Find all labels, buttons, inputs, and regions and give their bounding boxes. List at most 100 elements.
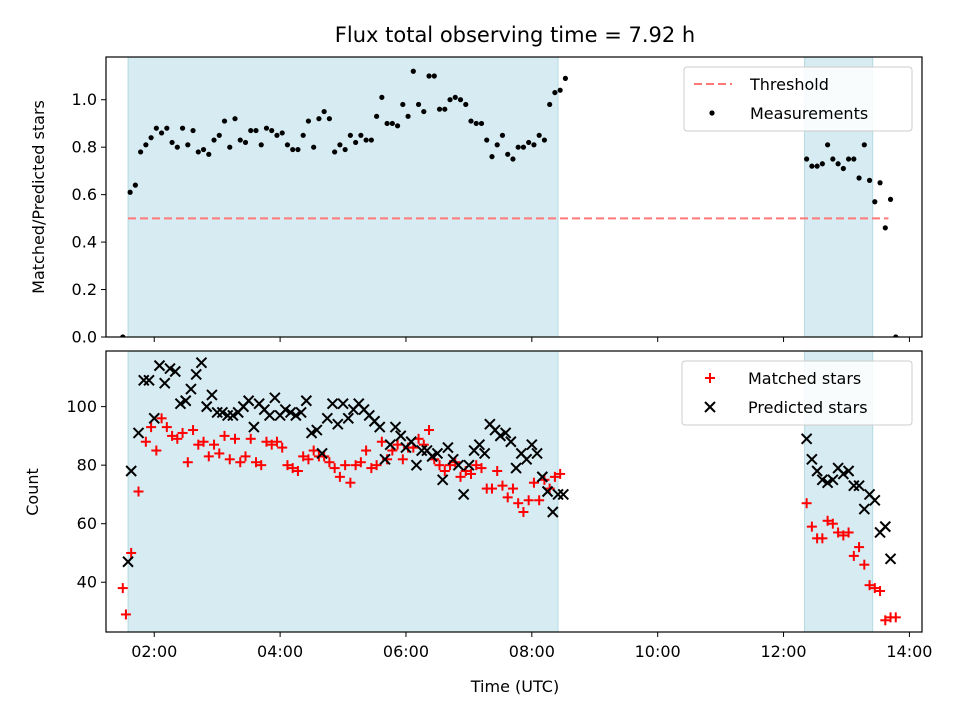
matched-star-point <box>434 460 445 471</box>
matched-star-point <box>156 413 167 424</box>
measurement-point <box>405 113 411 119</box>
measurement-point <box>814 163 820 169</box>
marker-stroke <box>300 395 313 407</box>
x-tick-label: 08:00 <box>509 642 555 661</box>
measurement-point <box>484 137 490 143</box>
marker-stroke <box>321 412 334 425</box>
marker-stroke <box>832 462 844 474</box>
matched-star-point <box>282 460 293 471</box>
marker-stroke <box>410 459 423 471</box>
marker-stroke <box>284 406 297 419</box>
marker-stroke <box>353 397 365 410</box>
measurement-point <box>248 127 254 134</box>
predicted-star-point <box>858 503 871 515</box>
matched-star-point <box>340 460 351 471</box>
measurement-point <box>347 132 353 138</box>
marker-stroke <box>125 465 137 477</box>
top-y-axis-label: Matched/Predicted stars <box>29 100 48 294</box>
matched-star-point <box>261 436 272 447</box>
matched-star-point <box>455 471 466 482</box>
matched-star-point <box>476 463 487 474</box>
predicted-star-point <box>148 412 160 425</box>
top-y-tick-label: 1.0 <box>72 90 97 109</box>
top-y-tick-label: 0.2 <box>72 280 97 299</box>
predicted-star-point <box>216 406 229 419</box>
marker-stroke <box>853 479 865 492</box>
measurement-point <box>840 165 846 172</box>
matched-star-point <box>329 463 340 474</box>
measurement-point <box>326 116 333 122</box>
predicted-star-point <box>374 421 386 433</box>
measurement-point <box>872 199 878 205</box>
predicted-star-point <box>384 438 396 451</box>
measurement-point <box>851 156 857 162</box>
x-tick-label: 02:00 <box>131 642 177 661</box>
measurement-point <box>190 127 196 134</box>
legend-predicted-swatch <box>704 401 716 413</box>
measurement-point <box>221 118 228 124</box>
measurement-point <box>284 142 291 148</box>
matched-star-point <box>224 454 235 465</box>
measurement-point <box>835 161 841 167</box>
predicted-star-point <box>531 447 543 460</box>
bottom-axes-frame <box>105 350 923 633</box>
matched-star-point <box>854 542 865 553</box>
measurement-point <box>379 94 385 100</box>
marker-stroke <box>258 403 271 416</box>
marker-stroke <box>269 392 281 404</box>
marker-stroke <box>869 494 881 506</box>
matched-star-point <box>502 492 513 503</box>
predicted-star-point <box>410 459 423 471</box>
measurement-point <box>473 120 479 127</box>
matched-star-point <box>250 457 261 468</box>
matched-star-point <box>271 436 282 447</box>
measurement-point <box>547 101 553 108</box>
measurement-point <box>809 163 815 169</box>
matched-star-point <box>334 471 345 482</box>
measurement-point <box>463 101 469 108</box>
marker-stroke <box>426 450 438 463</box>
matched-star-point <box>848 550 859 561</box>
measurement-point <box>316 116 322 122</box>
predicted-star-point <box>853 479 865 492</box>
matched-star-point <box>193 439 204 450</box>
predicted-star-point <box>837 468 850 480</box>
measurement-point <box>819 161 825 167</box>
marker-stroke <box>211 406 223 419</box>
matched-star-point <box>471 460 482 471</box>
predicted-star-point <box>211 406 223 419</box>
matched-star-point <box>518 506 529 517</box>
matched-star-point <box>209 439 220 450</box>
predicted-star-point <box>436 474 449 486</box>
predicted-star-point <box>279 403 292 416</box>
marker-stroke <box>552 488 564 501</box>
marker-stroke <box>531 447 543 460</box>
measurement-point <box>526 139 532 146</box>
measurement-point <box>211 137 217 143</box>
matched-star-point <box>397 454 408 465</box>
marker-stroke <box>248 421 260 433</box>
marker-stroke <box>879 520 891 533</box>
matched-star-point <box>203 451 214 462</box>
measurement-point <box>206 151 212 157</box>
matched-star-point <box>298 451 309 462</box>
measurement-point <box>421 108 427 115</box>
matched-star-point <box>146 422 157 433</box>
marker-stroke <box>431 447 444 460</box>
measurement-point <box>232 116 238 122</box>
measurement-point <box>295 146 301 153</box>
measurement-point <box>274 132 280 138</box>
marker-stroke <box>221 409 234 422</box>
predicted-star-point <box>326 397 339 410</box>
measurement-point <box>494 142 500 148</box>
measurement-point <box>332 149 338 155</box>
top-shaded-interval <box>127 56 559 338</box>
measurement-point <box>174 144 180 150</box>
predicted-star-point <box>263 409 276 422</box>
matched-star-point <box>120 609 131 620</box>
measurement-point <box>845 156 852 162</box>
marker-stroke <box>342 412 354 425</box>
marker-stroke <box>122 556 134 568</box>
measurement-point <box>374 113 380 119</box>
measurement-point <box>804 156 810 162</box>
